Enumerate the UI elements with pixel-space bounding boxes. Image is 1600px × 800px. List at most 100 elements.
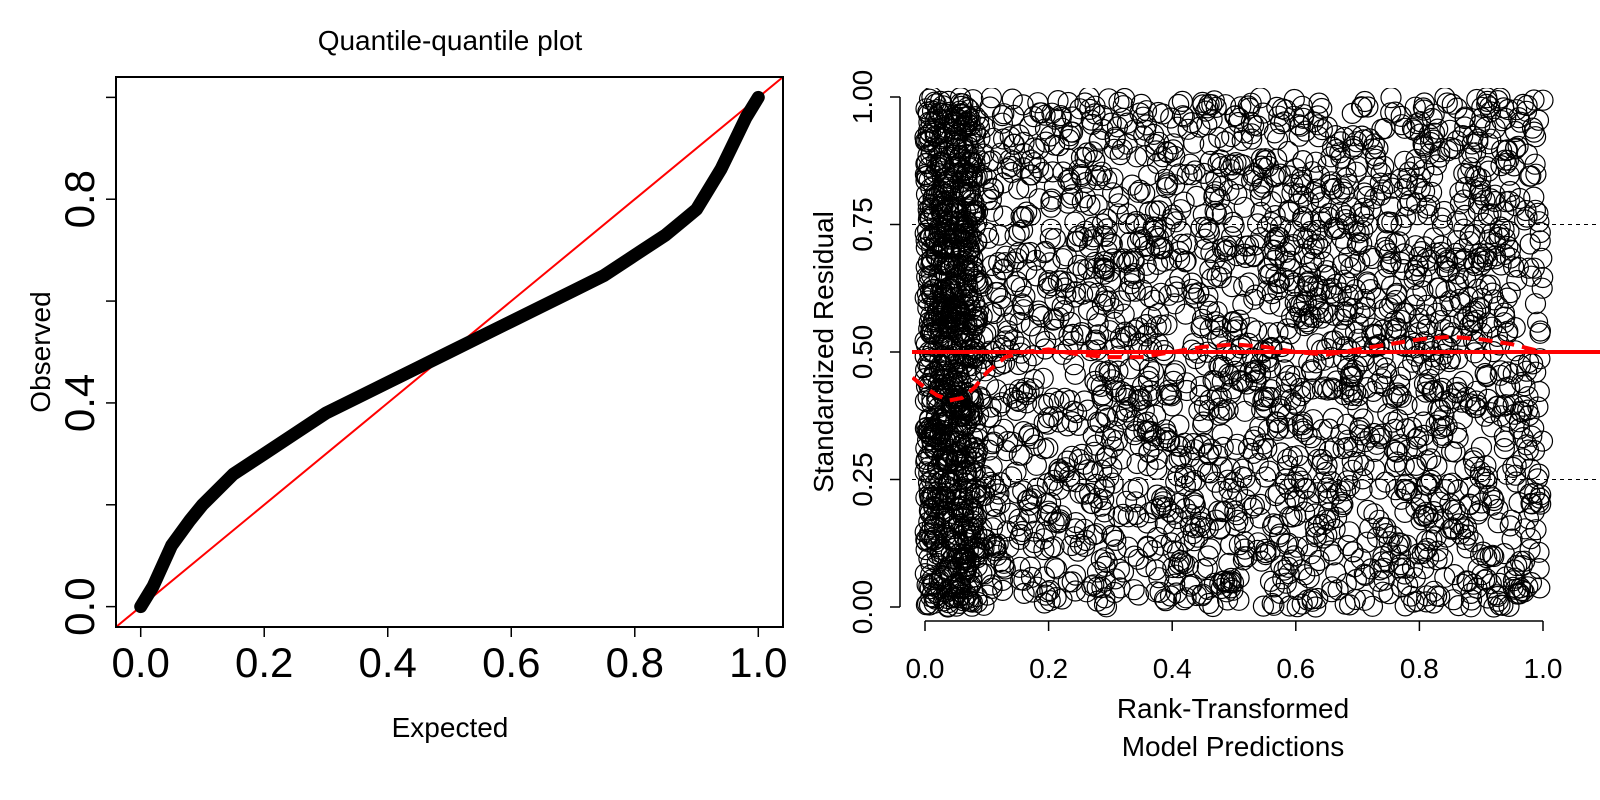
residual-point bbox=[997, 325, 1019, 347]
residual-point bbox=[1438, 392, 1461, 414]
residual-point bbox=[1060, 121, 1082, 143]
residual-point bbox=[1386, 441, 1408, 463]
residual-point bbox=[958, 184, 980, 206]
residual-point bbox=[1227, 509, 1249, 532]
residual-point bbox=[1532, 89, 1554, 111]
residual-point bbox=[959, 115, 981, 137]
residual-point bbox=[931, 504, 953, 526]
residual-point bbox=[1286, 536, 1309, 558]
residual-point bbox=[1197, 285, 1219, 307]
residual-point bbox=[1305, 526, 1328, 548]
residual-point bbox=[1469, 466, 1491, 488]
residual-point bbox=[1396, 394, 1418, 416]
residual-point bbox=[1449, 288, 1471, 310]
residual-point bbox=[1459, 494, 1481, 516]
residual-point bbox=[1112, 561, 1135, 583]
residual-point bbox=[1327, 579, 1349, 601]
residual-point bbox=[1414, 236, 1436, 258]
residual-x-tick-label: 0.8 bbox=[1400, 653, 1439, 684]
residual-point bbox=[1146, 458, 1168, 480]
residual-point bbox=[1401, 117, 1424, 139]
residual-point bbox=[1139, 286, 1161, 308]
residual-point bbox=[1087, 324, 1110, 346]
residual-point bbox=[954, 415, 976, 437]
residual-point bbox=[1490, 360, 1512, 382]
residual-point bbox=[1067, 254, 1089, 276]
qq-x-axis: 0.0 0.2 0.4 0.6 0.8 1.0 bbox=[112, 627, 787, 686]
residual-point bbox=[934, 112, 956, 134]
residual-point bbox=[1483, 545, 1505, 568]
residual-point bbox=[1459, 314, 1481, 336]
residual-point bbox=[1208, 126, 1230, 149]
residual-point bbox=[1342, 459, 1364, 481]
residual-point bbox=[988, 483, 1010, 505]
residual-point bbox=[925, 231, 948, 253]
residual-point bbox=[918, 523, 940, 545]
residual-point bbox=[1236, 373, 1258, 395]
residual-point bbox=[1108, 193, 1130, 215]
residual-point bbox=[1528, 211, 1550, 233]
residual-point bbox=[1090, 549, 1112, 571]
residual-point bbox=[1261, 515, 1284, 538]
residual-point bbox=[990, 142, 1012, 164]
residual-point bbox=[1343, 359, 1365, 381]
residual-point bbox=[1259, 570, 1282, 593]
qq-observed-point bbox=[319, 407, 332, 420]
residual-point bbox=[1087, 313, 1109, 335]
residual-point bbox=[1440, 440, 1463, 463]
residual-point bbox=[1493, 312, 1515, 334]
residual-point bbox=[962, 391, 985, 413]
residual-point bbox=[1366, 391, 1388, 413]
residual-point bbox=[1219, 458, 1241, 480]
residual-point bbox=[1483, 489, 1505, 512]
residual-point bbox=[1356, 531, 1378, 553]
residual-point bbox=[1470, 184, 1493, 206]
residual-point bbox=[1435, 280, 1457, 302]
residual-point bbox=[1474, 189, 1496, 211]
residual-point bbox=[1319, 265, 1341, 287]
residual-point bbox=[1017, 425, 1040, 447]
residual-point bbox=[1370, 162, 1392, 184]
residual-point bbox=[1064, 518, 1087, 540]
residual-smooth-curve bbox=[912, 334, 1544, 403]
residual-point bbox=[1404, 96, 1426, 118]
residual-point bbox=[1192, 94, 1214, 116]
residual-point bbox=[1461, 142, 1483, 164]
residual-point bbox=[1058, 128, 1080, 151]
residual-point bbox=[942, 319, 964, 341]
residual-point bbox=[1423, 227, 1445, 249]
residual-point bbox=[1261, 283, 1283, 305]
residual-point bbox=[1447, 427, 1469, 449]
residual-point bbox=[1393, 178, 1415, 200]
qq-observed-point bbox=[227, 468, 240, 481]
residual-point bbox=[1149, 581, 1171, 604]
residual-point bbox=[1210, 316, 1232, 338]
residual-point bbox=[1509, 354, 1532, 377]
residual-point bbox=[1181, 573, 1203, 595]
residual-point bbox=[1174, 303, 1197, 325]
residual-point bbox=[1410, 241, 1433, 263]
residual-point bbox=[1481, 416, 1503, 438]
residual-point bbox=[1401, 557, 1424, 579]
residual-point bbox=[1121, 174, 1143, 196]
residual-point bbox=[1363, 503, 1385, 525]
residual-point bbox=[1197, 545, 1219, 567]
residual-point bbox=[1174, 251, 1196, 273]
residual-point bbox=[918, 594, 941, 616]
residual-point bbox=[1371, 423, 1393, 445]
residual-point bbox=[1313, 251, 1335, 273]
residual-point bbox=[1209, 573, 1231, 595]
residual-point bbox=[1146, 484, 1168, 506]
residual-point bbox=[1268, 105, 1290, 127]
residual-point bbox=[1108, 558, 1131, 580]
residual-point bbox=[1154, 486, 1176, 508]
residual-point bbox=[996, 158, 1018, 180]
residual-point bbox=[1430, 207, 1452, 229]
residual-point bbox=[1223, 215, 1245, 237]
residual-point bbox=[1291, 593, 1313, 615]
residual-point bbox=[1061, 184, 1084, 206]
residual-point bbox=[1375, 230, 1398, 252]
residual-point bbox=[1353, 454, 1375, 477]
residual-point bbox=[966, 165, 988, 187]
residual-point bbox=[1101, 233, 1123, 255]
